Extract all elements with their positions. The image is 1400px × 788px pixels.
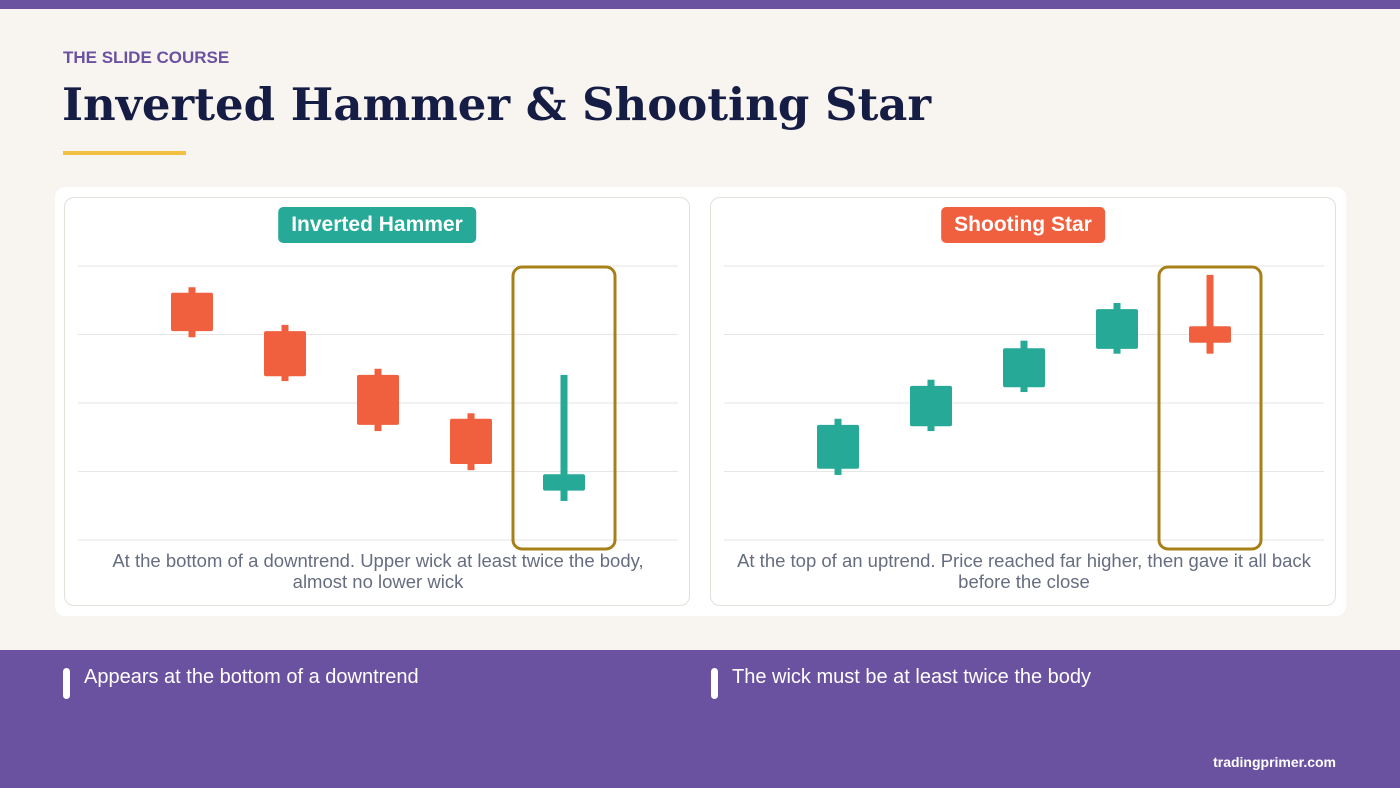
bullet-marker [63,668,70,699]
highlight-box [511,265,617,551]
candle-wick [1206,274,1214,354]
panel: Inverted Hammer At the bottom of a downtr… [64,197,690,606]
candle-body [171,292,213,332]
panel-caption: At the bottom of a downtrend. Upper wick… [112,550,644,592]
panel: Shooting Star At the top of an uptrend. P… [710,197,1336,606]
candle-body [910,385,952,427]
title-rule [63,151,186,155]
candle-body [1003,348,1045,388]
bullet-marker [711,668,718,699]
highlight-box [1157,265,1263,551]
kicker: THE SLIDE COURSE [63,48,230,67]
bullet-text: Appears at the bottom of a downtrend [84,666,419,688]
candle-body [264,331,306,377]
candle-body [817,424,859,469]
top-bar [0,0,1400,9]
bullet-text: The wick must be at least twice the body [732,666,1092,688]
bottom-band [0,650,1400,788]
panel-label: Shooting Star [941,207,1105,243]
candle-wick [560,374,568,501]
candle-body [1096,309,1138,349]
panel-caption: At the top of an uptrend. Price reached … [737,550,1311,592]
candle-body [450,418,492,464]
title: Inverted Hammer & Shooting Star [62,78,932,131]
footer: tradingprimer.com [1213,754,1336,770]
candle-body [1189,326,1231,343]
panel-label: Inverted Hammer [278,207,476,243]
candle-chart [724,265,1324,551]
candle-chart [78,265,678,551]
candle-body [357,374,399,425]
candle-body [543,474,585,491]
